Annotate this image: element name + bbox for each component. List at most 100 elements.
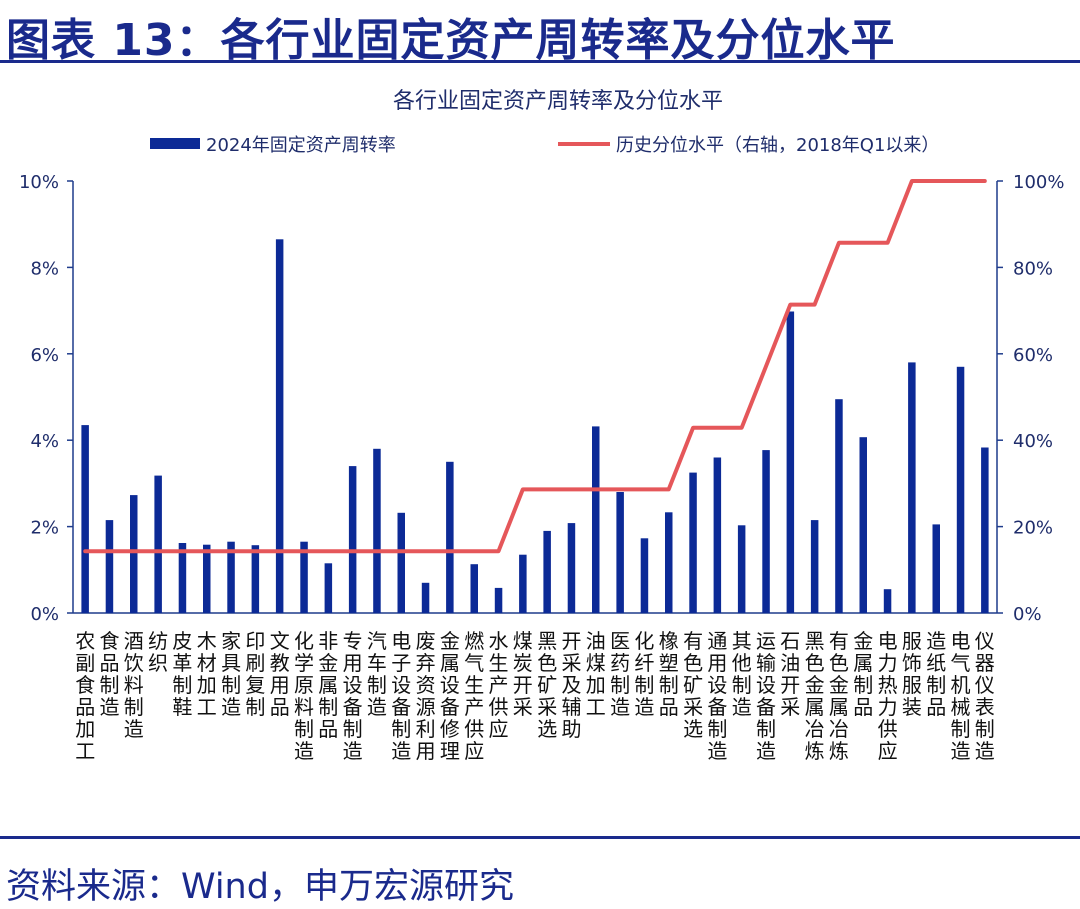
category-label: 金属设备修理 bbox=[440, 629, 460, 763]
figure-title: 图表 13：各行业固定资产周转率及分位水平 bbox=[6, 15, 896, 66]
legend-bar-label: 2024年固定资产周转率 bbox=[206, 135, 396, 156]
bar bbox=[81, 425, 89, 613]
bar bbox=[543, 530, 551, 613]
category-label: 农副食品加工 bbox=[75, 629, 95, 763]
legend-line-label: 历史分位水平（右轴，2018年Q1以来） bbox=[616, 135, 939, 156]
category-label: 医药制造 bbox=[610, 629, 630, 719]
percentile-line bbox=[83, 179, 987, 554]
bar bbox=[348, 466, 357, 613]
footer-divider bbox=[0, 836, 1080, 839]
bar bbox=[786, 311, 795, 613]
bar bbox=[324, 563, 333, 613]
bar bbox=[883, 589, 892, 613]
left-tick-label: 0% bbox=[30, 604, 59, 625]
left-tick-labels: 0% 2% 4% 6% 8% 10% bbox=[19, 172, 73, 625]
category-label: 开采及辅助 bbox=[562, 629, 582, 741]
bar bbox=[810, 520, 819, 613]
bar bbox=[616, 492, 624, 613]
category-label: 黑色金属冶炼 bbox=[805, 629, 825, 763]
category-label: 皮革制鞋 bbox=[172, 629, 192, 719]
bar bbox=[105, 520, 114, 613]
category-label: 电力热力供应 bbox=[878, 629, 898, 763]
legend-bar-swatch bbox=[150, 138, 200, 149]
bar bbox=[859, 437, 867, 613]
category-label: 电气机械制造 bbox=[951, 629, 971, 763]
category-label: 化纤制造 bbox=[634, 629, 654, 719]
category-label: 木材加工 bbox=[197, 629, 217, 719]
category-label: 非金属制品 bbox=[318, 629, 338, 741]
category-label: 油煤加工 bbox=[586, 629, 606, 719]
category-label: 专用设备制造 bbox=[343, 629, 363, 763]
bar bbox=[251, 545, 260, 613]
category-label: 水生产供应 bbox=[489, 629, 509, 741]
bar bbox=[956, 366, 965, 613]
category-label: 其他制造 bbox=[732, 629, 752, 719]
category-label: 酒饮料制造 bbox=[124, 629, 144, 741]
bar bbox=[203, 544, 211, 613]
bar bbox=[227, 541, 235, 613]
category-label: 文教用品 bbox=[270, 629, 290, 719]
report-header: 图表 13：各行业固定资产周转率及分位水平 bbox=[0, 0, 1080, 66]
right-tick-label: 60% bbox=[1013, 345, 1053, 366]
bar bbox=[397, 512, 405, 613]
category-label: 废弃资源利用 bbox=[416, 629, 436, 763]
left-tick-label: 2% bbox=[30, 518, 59, 539]
category-label: 电子设备制造 bbox=[391, 629, 411, 763]
bar bbox=[737, 525, 746, 613]
right-tick-labels: 0% 20% 40% 60% 80% 100% bbox=[997, 172, 1064, 625]
bar bbox=[421, 582, 430, 613]
bar bbox=[981, 447, 989, 613]
bar bbox=[154, 475, 162, 613]
line-series-group bbox=[83, 179, 987, 554]
bar bbox=[592, 426, 600, 613]
category-label: 燃气生产供应 bbox=[464, 629, 484, 763]
category-label: 有色矿采选 bbox=[683, 629, 703, 741]
bar bbox=[932, 524, 940, 613]
bar bbox=[470, 564, 478, 613]
right-tick-label: 80% bbox=[1013, 258, 1053, 279]
category-label: 汽车制造 bbox=[367, 629, 387, 719]
category-label: 家具制造 bbox=[221, 629, 241, 719]
category-label: 有色金属冶炼 bbox=[829, 629, 849, 763]
chart-svg: 各行业固定资产周转率及分位水平 2024年固定资产周转率 历史分位水平（右轴，2… bbox=[19, 89, 1064, 763]
bar bbox=[275, 239, 284, 614]
left-tick-label: 4% bbox=[30, 431, 59, 452]
bar bbox=[689, 472, 697, 613]
category-label: 食品制造 bbox=[100, 629, 120, 719]
chart-title: 各行业固定资产周转率及分位水平 bbox=[393, 89, 723, 114]
category-label: 服饰服装 bbox=[902, 629, 922, 719]
bar bbox=[665, 512, 673, 613]
category-label: 煤炭开采 bbox=[513, 629, 533, 719]
category-label: 通用设备制造 bbox=[707, 629, 727, 763]
category-label: 仪器仪表制造 bbox=[975, 629, 995, 763]
left-tick-label: 6% bbox=[30, 345, 59, 366]
bar bbox=[640, 538, 649, 613]
category-label: 黑色矿采选 bbox=[537, 629, 557, 741]
category-labels: 农副食品加工食品制造酒饮料制造纺织皮革制鞋木材加工家具制造印刷复制文教用品化学原… bbox=[75, 629, 995, 763]
bar bbox=[446, 461, 454, 613]
bar bbox=[908, 362, 916, 613]
category-label: 石油开采 bbox=[780, 629, 800, 719]
category-label: 橡塑制品 bbox=[659, 629, 679, 719]
bar bbox=[178, 543, 187, 613]
bar bbox=[762, 450, 770, 613]
bar-series bbox=[81, 239, 989, 614]
bar bbox=[130, 495, 138, 613]
category-label: 化学原料制造 bbox=[294, 629, 314, 763]
source-note: 资料来源：Wind，申万宏源研究 bbox=[6, 867, 514, 907]
chart-area: 各行业固定资产周转率及分位水平 2024年固定资产周转率 历史分位水平（右轴，2… bbox=[0, 64, 1080, 834]
category-label: 运输设备制造 bbox=[756, 629, 776, 763]
legend: 2024年固定资产周转率 历史分位水平（右轴，2018年Q1以来） bbox=[150, 135, 939, 156]
bar bbox=[835, 399, 843, 613]
axes bbox=[72, 181, 998, 614]
category-label: 金属制品 bbox=[853, 629, 873, 719]
category-label: 纺织 bbox=[148, 629, 168, 675]
category-label: 印刷复制 bbox=[245, 629, 265, 719]
header-divider bbox=[0, 60, 1080, 63]
bar bbox=[519, 554, 527, 613]
left-tick-label: 10% bbox=[19, 172, 59, 193]
bar bbox=[713, 457, 722, 613]
right-tick-label: 20% bbox=[1013, 518, 1053, 539]
left-tick-label: 8% bbox=[30, 258, 59, 279]
right-tick-label: 0% bbox=[1013, 604, 1042, 625]
